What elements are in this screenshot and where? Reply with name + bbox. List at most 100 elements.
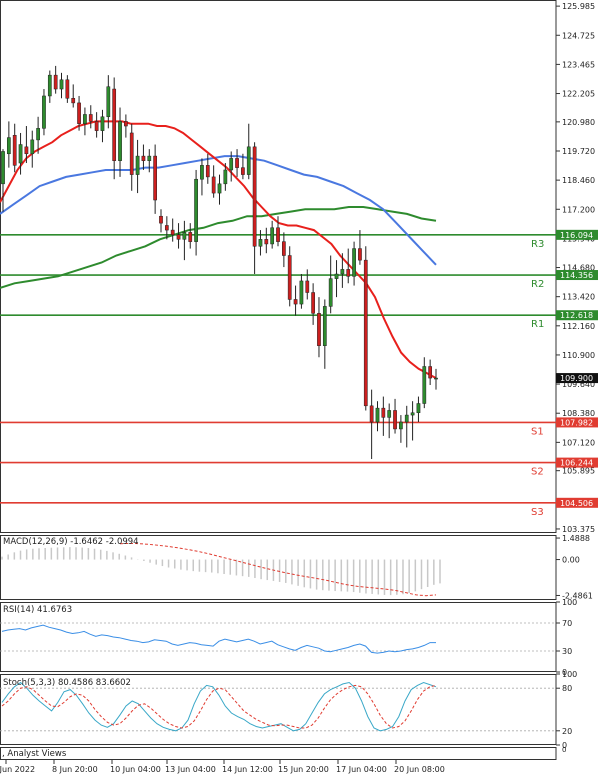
candle-body — [36, 128, 40, 141]
candle-body — [135, 155, 140, 175]
level-tag-text: 106.244 — [560, 459, 593, 468]
candle-body — [211, 176, 216, 194]
candle-body — [141, 155, 146, 161]
panel-frame — [0, 0, 557, 533]
stoch-tick-label: 0 — [562, 741, 567, 750]
price-tick-label: 113.420 — [562, 293, 595, 302]
time-tick-label: 7 Jun 2022 — [0, 765, 35, 774]
rsi-tick-label: 30 — [562, 647, 572, 656]
macd-label: MACD(12,26,9) -1.6462 -2.0994 — [3, 537, 139, 547]
candle-body — [258, 239, 263, 247]
candle-body — [194, 178, 198, 242]
price-tick-label: 112.160 — [562, 322, 595, 331]
candle-body — [159, 215, 163, 224]
candle-body — [94, 121, 99, 131]
candle-body — [229, 158, 234, 171]
candle-body — [276, 227, 280, 242]
level-tag-r3 — [556, 229, 598, 240]
candle-body — [328, 278, 333, 307]
candle-body — [1, 151, 5, 185]
ema-mid-line — [0, 155, 437, 266]
moving-averages — [0, 120, 437, 379]
candlesticks — [1, 65, 438, 460]
stochastic-panel: 100 80 20 0 — [0, 670, 577, 750]
current-price-text: 109.900 — [560, 374, 593, 383]
time-tick-label: 14 Jun 12:00 — [222, 765, 273, 774]
candle-body — [422, 366, 427, 404]
stoch-d-line — [1, 684, 437, 729]
candle-body — [358, 248, 362, 261]
candle-body — [434, 377, 438, 380]
candle-body — [100, 116, 105, 131]
candle-body — [88, 114, 93, 122]
candle-body — [387, 410, 392, 418]
candle-body — [299, 280, 304, 305]
candle-body — [42, 95, 46, 129]
candle-body — [410, 412, 415, 416]
level-tag-s1 — [556, 417, 598, 428]
candle-body — [65, 79, 70, 99]
candle-body — [381, 407, 386, 418]
candle-body — [293, 299, 298, 305]
current-price-tag — [556, 373, 598, 384]
panel-frame — [0, 602, 557, 672]
candle-body — [53, 74, 58, 90]
candle-body — [170, 229, 175, 235]
candle-body — [340, 269, 345, 275]
price-tick-label: 107.120 — [562, 438, 595, 447]
price-tick-label: 125.985 — [562, 2, 595, 11]
candle-body — [24, 146, 29, 155]
candle-body — [352, 248, 356, 277]
stoch-label: Stoch(5,3,3) 80.4586 83.6602 — [3, 678, 131, 688]
level-tag-text: 116.094 — [560, 231, 593, 240]
stoch-tick-label: 80 — [562, 684, 572, 693]
price-tick-label: 114.680 — [562, 264, 595, 273]
stoch-tick-label: 100 — [562, 670, 577, 679]
candle-body — [83, 114, 87, 124]
rsi-tick-label: 100 — [562, 598, 577, 607]
candle-body — [270, 227, 275, 245]
candle-body — [287, 255, 292, 300]
time-tick-label: 13 Jun 04:00 — [165, 765, 216, 774]
pivot-label-s3: S3 — [531, 507, 544, 518]
panel-frame — [0, 747, 557, 760]
candle-body — [59, 79, 64, 90]
time-tick-label: 17 Jun 04:00 — [336, 765, 387, 774]
level-tag-text: 112.618 — [560, 311, 593, 320]
price-tick-label: 124.725 — [562, 31, 595, 40]
macd-signal-line — [119, 542, 437, 597]
ema-slow-line — [0, 206, 437, 289]
level-tag-text: 104.506 — [560, 499, 593, 508]
time-tick-label: 10 Jun 04:00 — [110, 765, 161, 774]
macd-tick-label: -2.4861 — [562, 591, 593, 600]
rsi-label: RSI(14) 41.6763 — [3, 605, 72, 615]
panel-frame — [0, 674, 557, 745]
candle-body — [416, 403, 421, 414]
rsi-tick-label: 0 — [562, 668, 567, 677]
rsi-panel: 100 70 30 0 — [0, 598, 577, 677]
price-tick-label: 108.380 — [562, 409, 595, 418]
candle-body — [71, 98, 76, 104]
pivot-label-r2: R2 — [531, 279, 544, 290]
time-tick-label: 8 Jun 20:00 — [52, 765, 98, 774]
price-tick-label: 103.375 — [562, 525, 595, 534]
candle-body — [241, 167, 245, 175]
candle-body — [246, 146, 251, 175]
macd-tick-label: 1.4888 — [562, 534, 590, 543]
price-tick-label: 105.895 — [562, 467, 595, 476]
pivot-levels: R3 R2 R1 S1 S2 S3 — [0, 234, 556, 518]
candle-body — [77, 102, 81, 124]
candle-body — [182, 232, 187, 240]
stoch-tick-label: 20 — [562, 727, 572, 736]
candle-body — [12, 135, 17, 166]
candle-body — [334, 273, 339, 279]
candle-body — [311, 292, 315, 314]
price-tick-label: 110.900 — [562, 351, 595, 360]
rsi-tick-label: 70 — [562, 619, 572, 628]
candle-body — [282, 241, 286, 256]
level-tags: 116.094 114.356 112.618 107.982 106.244 104.5… — [556, 229, 598, 508]
panel-frames — [0, 0, 557, 760]
level-tag-s3 — [556, 497, 598, 508]
